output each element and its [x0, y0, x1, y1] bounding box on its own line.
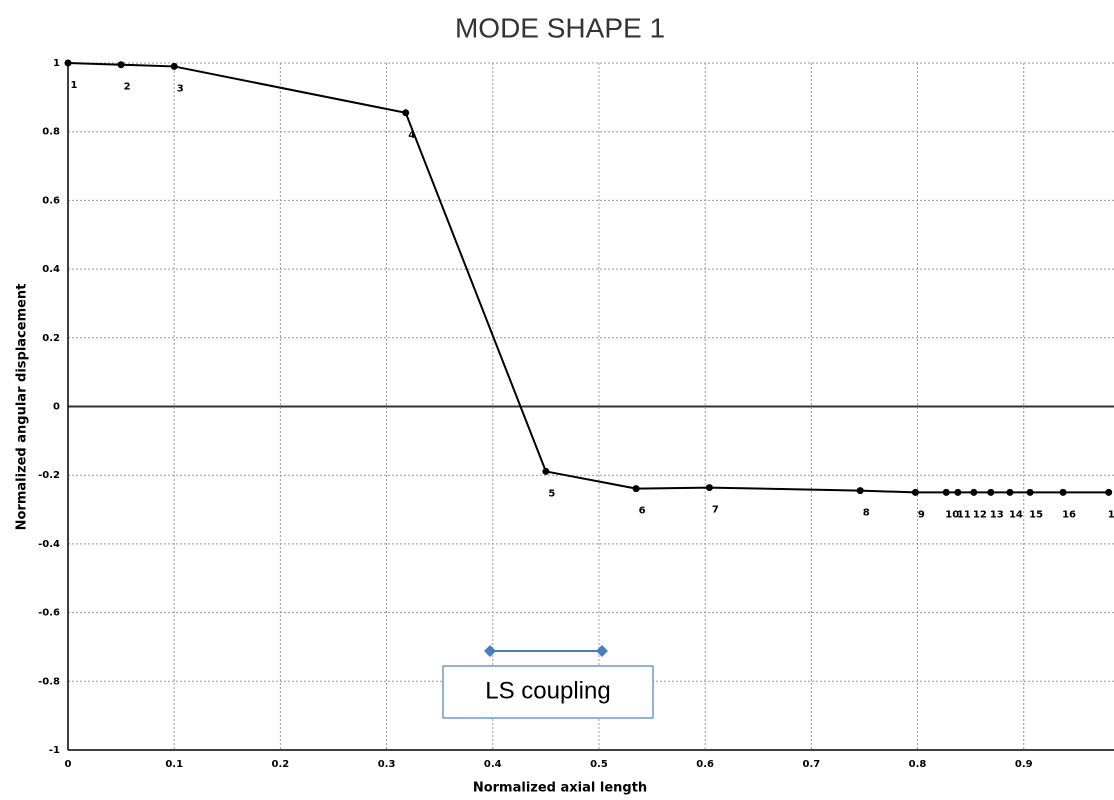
point-label: 1 — [71, 80, 78, 91]
data-point — [856, 487, 864, 495]
x-tick-label: 0.3 — [378, 759, 396, 770]
bracket-end — [484, 645, 496, 657]
y-tick-label: 0.6 — [42, 195, 60, 206]
data-point — [987, 488, 995, 496]
ls-coupling-bracket: LS coupling — [442, 645, 654, 719]
data-point — [970, 488, 978, 496]
x-tick-label: 0.2 — [272, 759, 290, 770]
y-tick-label: 0.2 — [42, 333, 60, 344]
point-label: 3 — [177, 83, 184, 94]
point-label: 12 — [973, 509, 987, 520]
plot-area: 1 0.8 0.6 0.4 0.2 0 -0.2 -0.4 -0.6 -0.8 -1 0 0.1 0.2 0… — [38, 58, 1114, 770]
y-tick-label: -0.4 — [38, 539, 60, 550]
x-tick-label: 0.6 — [696, 759, 714, 770]
y-tick-label: 1 — [53, 58, 60, 69]
x-tick-label: 0 — [65, 759, 72, 770]
data-point — [632, 485, 640, 493]
data-point — [117, 61, 125, 69]
chart-title: MODE SHAPE 1 — [455, 12, 665, 43]
point-label: 2 — [124, 82, 131, 93]
data-point — [942, 488, 950, 496]
data-point — [542, 467, 550, 475]
y-tick-label: 0.4 — [42, 264, 60, 275]
y-tick-label: -0.2 — [38, 470, 60, 481]
data-point — [64, 59, 72, 67]
y-tick-label: 0 — [53, 402, 60, 413]
annotation: LS coupling — [485, 677, 610, 704]
data-point — [1105, 488, 1113, 496]
data-point — [911, 488, 919, 496]
annotation-box — [442, 665, 654, 719]
bracket-end — [596, 645, 608, 657]
y-tick-label: -0.6 — [38, 608, 60, 619]
y-tick-label: 0.8 — [42, 127, 60, 138]
x-tick-label: 0.5 — [590, 759, 608, 770]
point-label: 11 — [957, 509, 971, 520]
x-tick-label: 0.9 — [1015, 759, 1033, 770]
data-line — [67, 62, 1109, 494]
x-tick-label: 0.7 — [802, 759, 820, 770]
y-axis-label: Normalized angular displacement — [15, 284, 30, 531]
point-label: 7 — [712, 505, 719, 516]
point-label: 6 — [639, 506, 646, 517]
point-label: 9 — [918, 509, 925, 520]
point-label: 4 — [408, 130, 415, 141]
x-tick-label: 0.4 — [484, 759, 502, 770]
point-label: 14 — [1009, 509, 1023, 520]
data-point — [954, 488, 962, 496]
point-label: 15 — [1029, 509, 1043, 520]
point-label: 17 — [1108, 509, 1114, 520]
point-label: 10 — [945, 509, 959, 520]
x-tick-label: 0.8 — [909, 759, 927, 770]
point-label: 5 — [548, 488, 555, 499]
point-label: 16 — [1062, 509, 1076, 520]
data-point — [1006, 488, 1014, 496]
point-label: 13 — [990, 509, 1004, 520]
data-point — [1059, 488, 1067, 496]
data-point — [1026, 488, 1034, 496]
data-point — [705, 484, 713, 492]
x-axis-label: Normalized axial length — [473, 781, 647, 796]
x-tick-label: 0.1 — [165, 759, 183, 770]
y-tick-label: -0.8 — [38, 676, 60, 687]
point-label: 8 — [863, 508, 870, 519]
data-point — [402, 109, 410, 117]
data-point — [170, 62, 178, 70]
y-tick-label: -1 — [49, 745, 60, 756]
